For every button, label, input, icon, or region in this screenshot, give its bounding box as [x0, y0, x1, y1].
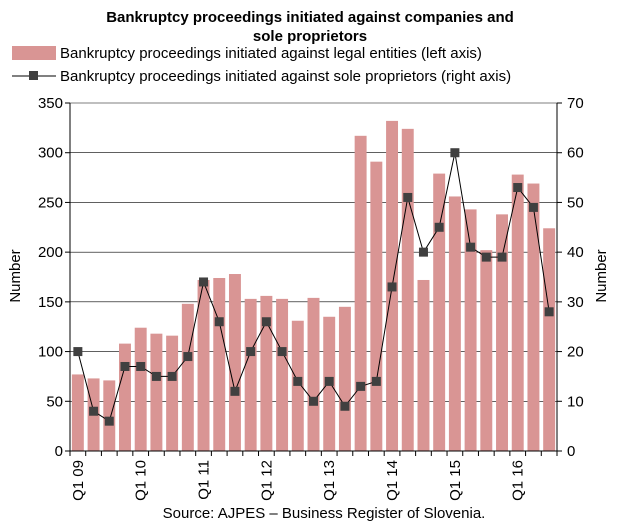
right-tick-label: 30	[567, 294, 584, 311]
left-axis-title: Number	[7, 249, 24, 302]
right-tick-label: 40	[567, 244, 584, 261]
line-marker	[120, 361, 130, 371]
line-marker	[356, 381, 366, 391]
line-marker	[199, 277, 209, 287]
bar	[213, 277, 226, 451]
line-marker	[497, 252, 507, 262]
x-tick-label: Q1 10	[133, 460, 150, 501]
line-marker	[450, 148, 460, 158]
bar	[181, 303, 194, 451]
bar	[511, 174, 524, 452]
bar	[119, 343, 131, 451]
line-marker	[544, 307, 554, 317]
bar	[496, 214, 508, 451]
bar	[370, 161, 383, 452]
bar	[338, 306, 351, 451]
right-axis-title: Number	[593, 249, 610, 302]
right-tick-label: 60	[567, 145, 584, 162]
line-marker	[387, 282, 397, 292]
line-marker	[73, 347, 83, 357]
bar	[433, 173, 446, 451]
left-tick-label: 350	[38, 95, 63, 112]
line-marker	[340, 401, 350, 411]
line-marker	[261, 317, 271, 327]
line-marker	[151, 371, 161, 381]
bar	[260, 295, 273, 451]
chart-title-line-2: sole proprietors	[253, 28, 367, 45]
bar	[150, 333, 163, 451]
line-marker	[434, 222, 444, 232]
left-tick-label: 0	[55, 443, 63, 460]
line-series	[73, 148, 554, 426]
x-tick-label: Q1 14	[384, 460, 401, 501]
line-marker	[104, 416, 114, 426]
line-marker	[466, 242, 476, 252]
bar	[103, 380, 116, 451]
line-marker	[481, 252, 491, 262]
right-axis-ticks: 0 10 20 30 40 50 60 70	[557, 95, 584, 460]
left-tick-label: 50	[46, 393, 63, 410]
left-tick-label: 200	[38, 244, 63, 261]
line-marker	[293, 376, 303, 386]
bar	[527, 183, 540, 451]
left-tick-label: 300	[38, 145, 63, 162]
bar	[354, 135, 367, 451]
line-marker	[214, 317, 224, 327]
x-tick-label: Q1 16	[510, 460, 527, 501]
bar	[244, 298, 257, 451]
legend-bar-label: Bankruptcy proceedings initiated against…	[60, 45, 482, 62]
x-tick-label: Q1 12	[258, 460, 275, 501]
line-marker	[136, 361, 146, 371]
x-axis-ticks: Q1 09 Q1 10 Q1 11 Q1 12 Q1 13 Q1 14 Q1 15 Q1 16	[69, 451, 558, 501]
x-tick-label: Q1 13	[321, 460, 338, 501]
x-tick-label: Q1 15	[447, 460, 464, 501]
bar	[307, 297, 320, 451]
bar	[228, 274, 241, 451]
line-marker	[371, 376, 381, 386]
bar	[480, 250, 493, 451]
line-marker	[528, 202, 538, 212]
legend-bar-swatch	[12, 46, 56, 60]
bar	[197, 279, 210, 451]
bar	[464, 209, 477, 451]
line-marker	[230, 386, 240, 396]
right-tick-label: 20	[567, 344, 584, 361]
x-tick-label: Q1 11	[196, 460, 213, 500]
legend-line-label: Bankruptcy proceedings initiated against…	[60, 68, 511, 85]
left-axis-ticks: 0 50 100 150 200 250 300 350	[38, 95, 70, 460]
bar	[448, 196, 461, 451]
bar	[276, 298, 289, 451]
line-marker	[309, 396, 318, 406]
bar	[71, 374, 84, 451]
chart-title-line-1: Bankruptcy proceedings initiated against…	[106, 9, 514, 26]
left-tick-label: 100	[38, 344, 63, 361]
right-tick-label: 10	[567, 393, 584, 410]
line-marker	[167, 371, 177, 381]
line-marker	[513, 183, 523, 193]
line-marker	[246, 347, 256, 357]
bar	[166, 335, 179, 451]
x-tick-label: Q1 09	[70, 460, 87, 501]
legend-line-marker	[29, 71, 38, 80]
line-marker	[324, 376, 334, 386]
line-marker	[418, 247, 428, 257]
left-tick-label: 150	[38, 294, 63, 311]
bar	[417, 279, 430, 451]
right-tick-label: 0	[567, 443, 575, 460]
bar	[543, 228, 556, 451]
line-marker	[403, 192, 413, 202]
right-tick-label: 50	[567, 194, 584, 211]
left-tick-label: 250	[38, 194, 63, 211]
line-marker	[89, 406, 99, 416]
bar	[134, 327, 147, 451]
right-tick-label: 70	[567, 95, 584, 112]
line-marker	[277, 347, 287, 357]
line-marker	[183, 352, 193, 362]
source-note: Source: AJPES – Business Register of Slo…	[163, 505, 486, 522]
legend: Bankruptcy proceedings initiated against…	[12, 45, 511, 85]
bar	[401, 128, 414, 451]
